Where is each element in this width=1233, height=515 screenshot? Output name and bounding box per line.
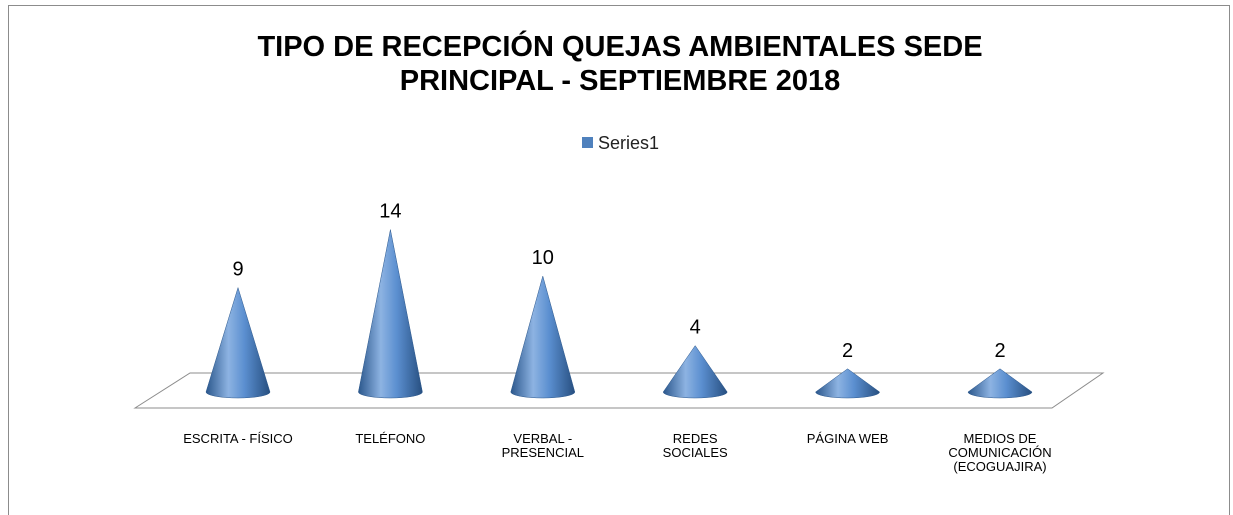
data-label: 4 — [690, 317, 701, 339]
x-tick-label: VERBAL - PRESENCIAL — [501, 431, 584, 460]
cone — [815, 368, 880, 399]
x-tick-label: PÁGINA WEB — [806, 431, 889, 446]
data-label: 9 — [232, 259, 243, 281]
cone — [967, 368, 1033, 399]
cone — [358, 229, 423, 399]
data-label: 14 — [379, 201, 401, 223]
cone — [205, 286, 271, 399]
legend-swatch — [582, 137, 593, 148]
cone — [662, 345, 728, 399]
cone — [510, 275, 576, 399]
legend-label: Series1 — [598, 133, 659, 153]
data-label: 2 — [842, 340, 853, 362]
x-tick-label: TELÉFONO — [355, 431, 426, 446]
data-label: 10 — [532, 247, 554, 269]
chart-frame — [8, 5, 1230, 515]
floor — [133, 372, 1105, 409]
chart-title: TIPO DE RECEPCIÓN QUEJAS AMBIENTALES SED… — [257, 31, 983, 97]
x-tick-label: ESCRITA - FÍSICO — [183, 431, 293, 446]
data-label: 2 — [994, 340, 1005, 362]
x-tick-label: REDES SOCIALES — [662, 431, 728, 460]
x-tick-label: MEDIOS DE COMUNICACIÓN (ECOGUAJIRA) — [948, 431, 1052, 474]
